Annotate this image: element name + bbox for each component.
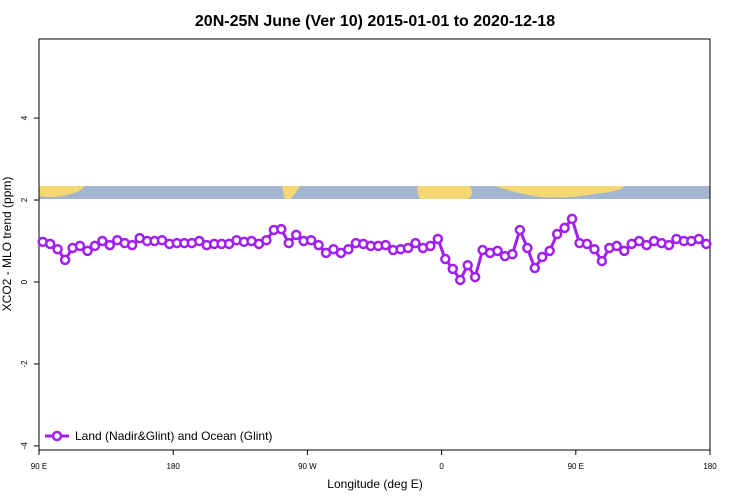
- land: [417, 186, 473, 199]
- legend-label: Land (Nadir&Glint) and Ocean (Glint): [75, 429, 272, 443]
- point: [380, 239, 391, 251]
- point: [410, 237, 421, 249]
- x-tick-label: 90 W: [298, 462, 317, 471]
- map-strip: [39, 186, 710, 199]
- point: [462, 259, 473, 271]
- point: [305, 234, 317, 246]
- point: [581, 238, 593, 250]
- point: [447, 263, 459, 275]
- land: [39, 186, 85, 198]
- x-tick-label: 90 E: [568, 462, 584, 471]
- y-axis-label: XCO2 - MLO trend (ppm): [0, 177, 14, 312]
- point: [126, 239, 138, 251]
- point: [283, 237, 295, 249]
- point: [663, 239, 675, 251]
- point: [290, 229, 302, 241]
- point: [59, 254, 71, 266]
- point: [194, 235, 205, 247]
- point: [313, 239, 324, 251]
- legend-marker: [51, 430, 63, 442]
- point: [343, 243, 354, 255]
- point: [507, 248, 518, 260]
- point: [522, 242, 533, 254]
- point: [633, 235, 645, 247]
- point: [82, 245, 93, 257]
- y-tick-label: 4: [20, 115, 29, 120]
- point: [544, 245, 555, 257]
- x-tick-label: 90 E: [31, 462, 47, 471]
- point: [701, 238, 712, 250]
- point: [611, 240, 623, 252]
- point: [52, 243, 63, 255]
- point: [596, 255, 608, 267]
- land: [495, 186, 625, 198]
- y-tick-label: -4: [20, 442, 29, 450]
- point: [589, 243, 600, 255]
- point: [440, 253, 451, 265]
- x-axis-label: Longitude (deg E): [327, 477, 422, 491]
- point: [402, 242, 414, 254]
- point: [104, 239, 116, 251]
- point: [492, 245, 503, 257]
- chart-title: 20N-25N June (Ver 10) 2015-01-01 to 2020…: [195, 13, 555, 30]
- y-tick-label: 0: [20, 279, 29, 284]
- point: [559, 222, 570, 234]
- point: [261, 234, 272, 246]
- point: [514, 224, 526, 236]
- y-tick-label: 2: [20, 197, 29, 202]
- point: [432, 233, 444, 245]
- point: [566, 213, 578, 225]
- y-tick-label: -2: [20, 360, 29, 368]
- land: [282, 186, 300, 199]
- x-tick-label: 180: [703, 462, 717, 471]
- point: [454, 274, 466, 286]
- point: [425, 240, 436, 252]
- point: [469, 271, 481, 283]
- point: [276, 223, 287, 235]
- point: [44, 238, 56, 250]
- point: [537, 251, 548, 263]
- point: [693, 233, 705, 245]
- point: [619, 245, 630, 257]
- point: [74, 240, 86, 252]
- point: [529, 262, 541, 274]
- x-tick-label: 180: [167, 462, 181, 471]
- point: [97, 235, 108, 247]
- point: [641, 239, 652, 251]
- x-tick-label: 0: [439, 462, 444, 471]
- point: [89, 240, 101, 252]
- point: [551, 228, 563, 240]
